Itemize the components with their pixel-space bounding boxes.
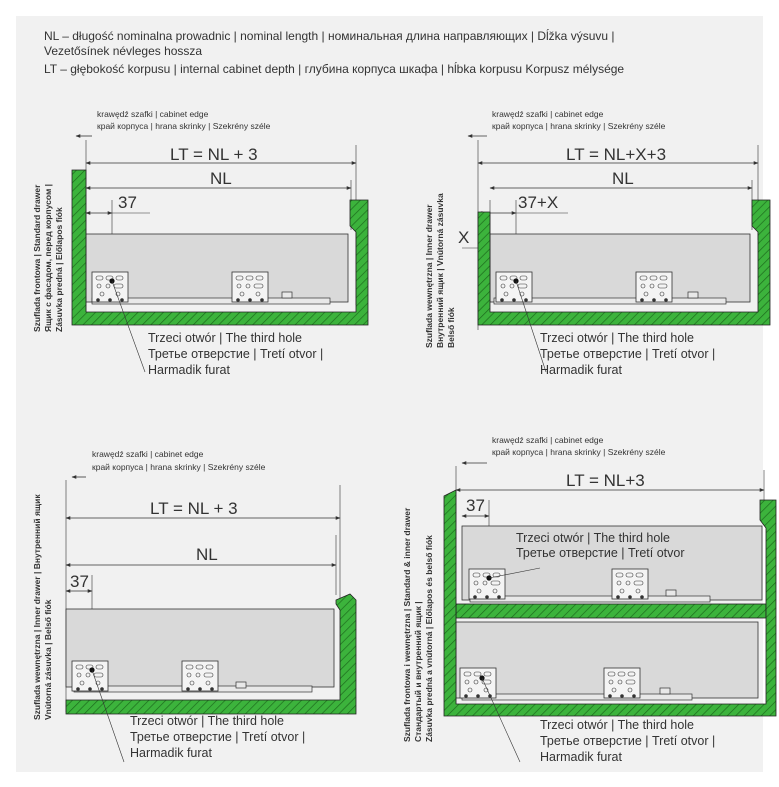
d2-side-label-2: Внутренний ящик | Vnútorná zásuvka <box>435 193 445 348</box>
d4-edge-label-1: krawędź szafki | cabinet edge <box>492 435 604 445</box>
d2-rail <box>493 297 727 305</box>
d2-edge-label-1: krawędź szafki | cabinet edge <box>492 109 604 119</box>
d1-offset-text: 37 <box>118 193 137 212</box>
d2-cabinet-wall <box>477 199 771 326</box>
d3-lt-text: LT = NL + 3 <box>150 499 238 518</box>
diagram-standard-and-inner-drawer: Szuflada frontowa i wewnętrzna | Standar… <box>402 435 777 764</box>
d4-offset-top-text: 37 <box>466 496 485 515</box>
d4-side-label-2: Стандартый и внутренний ящик | <box>413 601 423 742</box>
d3-hole-label-1: Trzeci otwór | The third hole <box>130 714 284 728</box>
header-line-3: LT – głębokość korpusu | internal cabine… <box>44 61 624 76</box>
d1-side-label-3: Zásuvka predná | Előlapos fiók <box>54 207 64 332</box>
d2-hole-leader <box>515 280 547 373</box>
header-line-1: NL – długość nominalna prowadnic | nomin… <box>44 28 615 43</box>
d4-middle-shelf <box>455 603 767 619</box>
d2-lt-text: LT = NL+X+3 <box>566 145 666 164</box>
d4-side-label-1: Szuflada frontowa i wewnętrzna | Standar… <box>402 507 412 742</box>
d4-edge-label-2: край корпуса | hrana skrinky | Szekrény … <box>492 447 666 457</box>
d2-offset-text: 37+X <box>518 193 558 212</box>
d1-hole-label-2: Третье отверстие | Tretí otvor | <box>148 347 323 361</box>
d3-side-label-2: Vnútorná zásuvka | Belső fiók <box>43 599 53 720</box>
d2-edge-label-2: край корпуса | hrana skrinky | Szekrény … <box>492 121 666 131</box>
d4-hole-label-top-1: Trzeci otwór | The third hole <box>516 531 670 545</box>
diagram-inner-drawer: Szuflada wewnętrzna | Inner drawer Внутр… <box>424 109 771 377</box>
d1-cabinet-wall <box>71 169 369 326</box>
d1-slide-front <box>91 271 129 303</box>
header-line-2: Vezetősínek névleges hossza <box>44 44 202 58</box>
d2-x-text: X <box>458 228 469 247</box>
d3-edge-label-1: krawędź szafki | cabinet edge <box>92 449 204 459</box>
d4-hole-label-2: Третье отверстие | Tretí otvor | <box>540 734 715 748</box>
d1-edge-label-2: край корпуса | hrana skrinky | Szekrény … <box>97 121 271 131</box>
d4-hole-label-3: Harmadik furat <box>540 750 622 764</box>
d4-cabinet-wall <box>443 489 777 717</box>
d3-cabinet-wall <box>65 593 357 715</box>
d4-top-slide-front <box>468 568 506 600</box>
d4-bottom-rail <box>461 693 693 701</box>
d3-nl-text: NL <box>196 545 218 564</box>
d1-slide-back <box>231 271 269 303</box>
d4-hole-label-top-2: Третье отверстие | Tretí otvor <box>516 546 685 560</box>
d3-slide-back <box>181 660 219 692</box>
d4-hole-label-1: Trzeci otwór | The third hole <box>540 718 694 732</box>
d1-hole-label-3: Harmadik furat <box>148 363 230 377</box>
diagram-standard-drawer: Szuflada frontowa | Standard drawer Ящик… <box>32 109 369 377</box>
d3-side-label-1: Szuflada wewnętrzna | Inner drawer | Вну… <box>32 494 42 720</box>
d4-side-label-3: Zásuvka predná a vnútorná | Előlapos és … <box>424 535 434 742</box>
d2-hole-label-3: Harmadik furat <box>540 363 622 377</box>
d1-drawer <box>85 233 349 303</box>
d1-edge-label-1: krawędź szafki | cabinet edge <box>97 109 209 119</box>
d4-bottom-slide-front <box>459 667 497 699</box>
d1-lt-text: LT = NL + 3 <box>170 145 258 164</box>
d3-hole-label-2: Третье отверстие | Tretí otvor | <box>130 730 305 744</box>
d1-side-label-2: Ящик с фасадом, перед корпусом | <box>43 184 53 332</box>
d2-side-label-1: Szuflada wewnętrzna | Inner drawer <box>424 204 434 348</box>
d4-hole-leader <box>481 677 521 763</box>
d3-hole-leader <box>91 669 125 763</box>
d4-lt-text: LT = NL+3 <box>566 471 645 490</box>
d3-offset-text: 37 <box>70 572 89 591</box>
d2-hole-label-2: Третье отверстие | Tretí otvor | <box>540 347 715 361</box>
d2-side-label-3: Belső fiók <box>446 307 456 348</box>
d3-edge-label-2: край корпуса | hrana skrinky | Szekrény … <box>92 462 266 472</box>
d2-hole-label-1: Trzeci otwór | The third hole <box>540 331 694 345</box>
d2-slide-front <box>495 271 533 303</box>
d3-hole-label-3: Harmadik furat <box>130 746 212 760</box>
d1-side-label-1: Szuflada frontowa | Standard drawer <box>32 184 42 332</box>
d4-bottom-slide-back <box>603 667 641 699</box>
d1-nl-text: NL <box>210 169 232 188</box>
d1-hole-label-1: Trzeci otwór | The third hole <box>148 331 302 345</box>
d2-nl-text: NL <box>612 169 634 188</box>
diagram-inner-drawer-flush: Szuflada wewnętrzna | Inner drawer | Вну… <box>32 449 357 763</box>
d4-top-rail <box>469 595 711 603</box>
d3-slide-front <box>71 660 109 692</box>
d2-slide-back <box>635 271 673 303</box>
d4-top-slide-back <box>611 568 649 600</box>
d1-hole-leader <box>111 280 146 373</box>
